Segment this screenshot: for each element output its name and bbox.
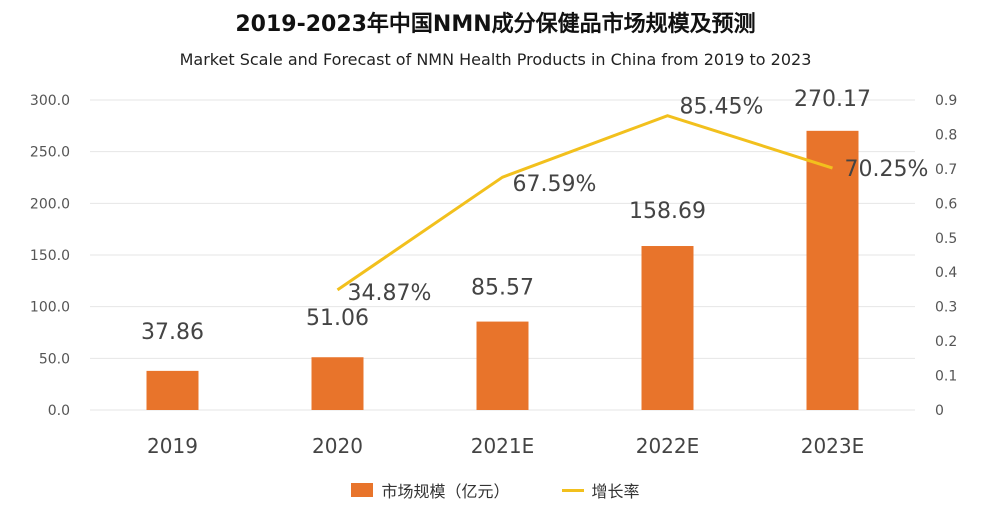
y-right-tick-label: 0.5 xyxy=(935,231,957,247)
bar-data-label: 158.69 xyxy=(629,199,706,224)
bar xyxy=(476,321,529,410)
x-tick-label: 2023E xyxy=(801,434,865,458)
legend-item-market-scale: 市场规模（亿元） xyxy=(351,478,510,502)
y-right-tick-label: 0.1 xyxy=(935,369,957,385)
y-right-tick-label: 0.7 xyxy=(935,162,957,178)
bar xyxy=(806,130,859,410)
y-left-tick-label: 150.0 xyxy=(30,248,70,264)
y-left-tick-label: 300.0 xyxy=(30,93,70,109)
chart-title: 2019-2023年中国NMN成分保健品市场规模及预测 xyxy=(235,12,756,37)
bar-data-label: 51.06 xyxy=(306,306,369,331)
legend-swatch-line xyxy=(561,488,584,492)
y-right-tick-label: 0.3 xyxy=(935,300,957,316)
growth-rate-line xyxy=(336,114,833,292)
legend-label-growth-rate: 增长率 xyxy=(591,482,640,501)
y-right-tick-label: 0.4 xyxy=(935,265,957,281)
bar-data-label: 85.57 xyxy=(471,276,534,301)
y-left-tick-label: 0.0 xyxy=(48,403,70,419)
bar xyxy=(146,370,199,410)
line-data-label: 67.59% xyxy=(513,172,597,197)
y-right-tick-label: 0 xyxy=(935,403,944,419)
bar xyxy=(641,246,694,410)
line-data-label: 85.45% xyxy=(680,95,764,120)
y-right-tick-label: 0.9 xyxy=(935,93,957,109)
legend-item-growth-rate: 增长率 xyxy=(561,478,640,502)
y-right-tick-label: 0.6 xyxy=(935,196,957,212)
x-tick-label: 2021E xyxy=(471,434,535,458)
y-right-tick-label: 0.8 xyxy=(935,127,957,143)
chart-legend: 市场规模（亿元） 增长率 xyxy=(0,478,991,502)
bar-data-label: 270.17 xyxy=(794,87,871,112)
line-data-label: 70.25% xyxy=(845,157,929,182)
x-tick-label: 2022E xyxy=(636,434,700,458)
chart-subtitle: Market Scale and Forecast of NMN Health … xyxy=(179,50,812,69)
legend-label-market-scale: 市场规模（亿元） xyxy=(381,482,510,501)
bar-data-label: 37.86 xyxy=(141,320,204,345)
line-data-label: 34.87% xyxy=(348,281,432,306)
legend-swatch-bar xyxy=(351,483,374,497)
y-left-tick-label: 50.0 xyxy=(39,351,70,367)
x-tick-label: 2020 xyxy=(312,434,363,458)
y-left-tick-label: 250.0 xyxy=(30,145,70,161)
bar xyxy=(311,357,364,410)
y-right-tick-label: 0.2 xyxy=(935,334,957,350)
y-left-tick-label: 100.0 xyxy=(30,300,70,316)
x-tick-label: 2019 xyxy=(147,434,198,458)
y-left-tick-label: 200.0 xyxy=(30,196,70,212)
